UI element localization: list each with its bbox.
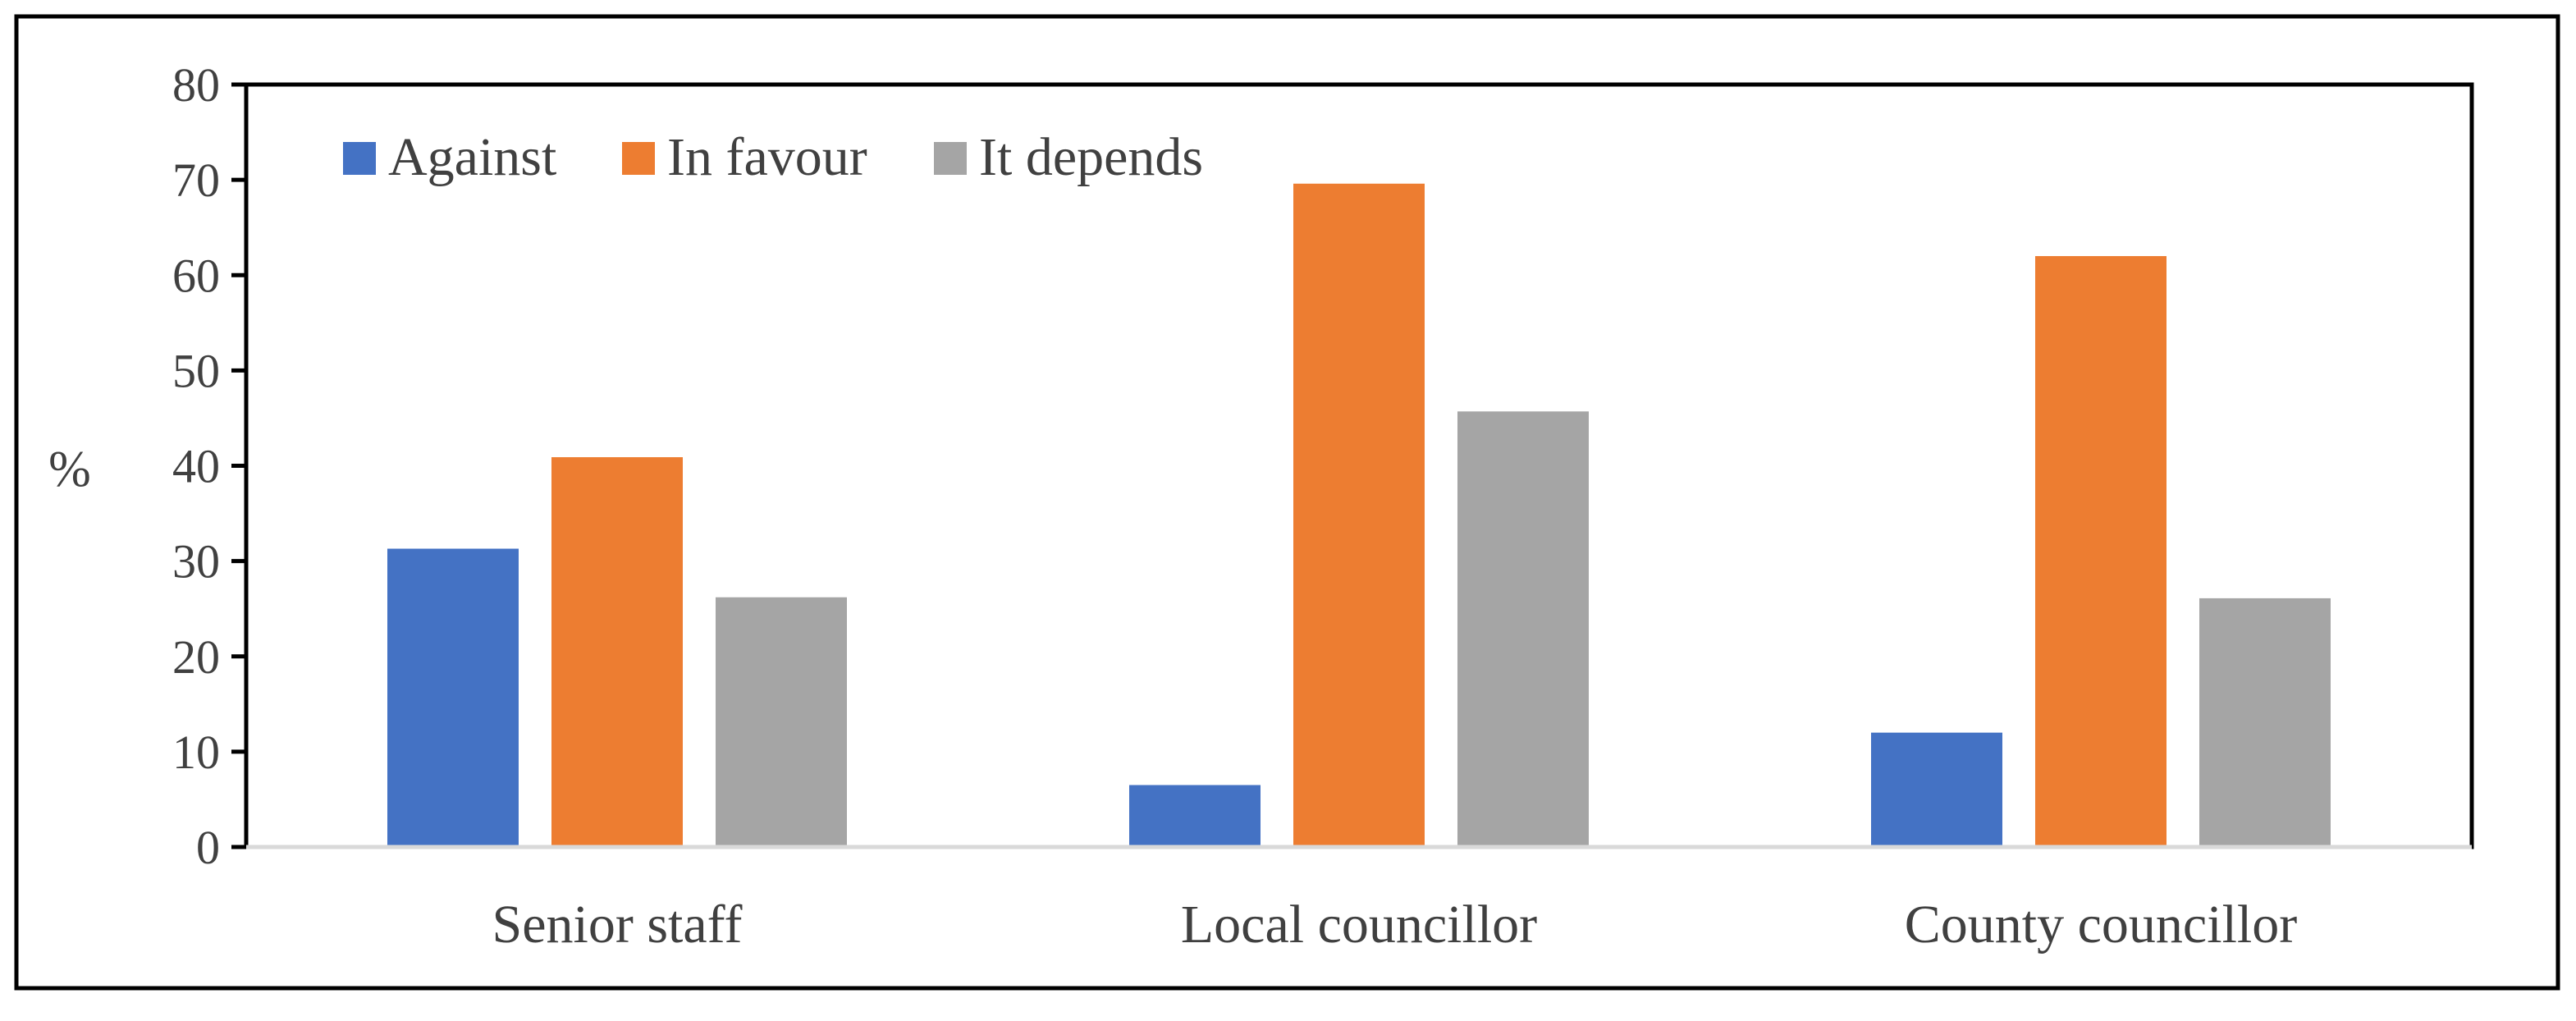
bars <box>387 183 2331 848</box>
bar-it-depends-senior-staff <box>716 597 847 847</box>
bar-in-favour-county-councillor <box>2035 256 2166 847</box>
bar-against-county-councillor <box>1871 732 2002 847</box>
y-tick-label: 70 <box>172 153 220 207</box>
legend-swatch <box>343 142 376 175</box>
legend-swatch <box>622 142 655 175</box>
bar-it-depends-local-councillor <box>1457 411 1589 848</box>
bar-against-local-councillor <box>1129 785 1261 847</box>
y-tick-label: 30 <box>172 535 220 588</box>
x-tick-label: Local councillor <box>1181 895 1537 955</box>
y-tick-label: 40 <box>172 440 220 493</box>
axes: Senior staff Local councillor County counc… <box>172 58 2472 955</box>
x-tick-label: County councillor <box>1905 895 2297 955</box>
legend-label: It depends <box>979 127 1203 187</box>
legend-label: In favour <box>667 127 867 187</box>
legend-label: Against <box>388 127 556 187</box>
x-tick-label: Senior staff <box>492 895 743 955</box>
y-axis-title: % <box>48 442 91 497</box>
bar-it-depends-county-councillor <box>2199 597 2331 847</box>
y-tick-label: 20 <box>172 630 220 684</box>
bar-in-favour-senior-staff <box>551 457 683 847</box>
y-tick-label: 60 <box>172 249 220 302</box>
bar-against-senior-staff <box>387 548 519 847</box>
bar-in-favour-local-councillor <box>1293 183 1425 847</box>
legend: Against In favour It depends <box>343 127 1203 187</box>
legend-swatch <box>934 142 967 175</box>
y-tick-label: 10 <box>172 726 220 779</box>
y-tick-label: 50 <box>172 344 220 397</box>
y-tick-label: 80 <box>172 58 220 112</box>
y-tick-label: 0 <box>196 821 220 874</box>
